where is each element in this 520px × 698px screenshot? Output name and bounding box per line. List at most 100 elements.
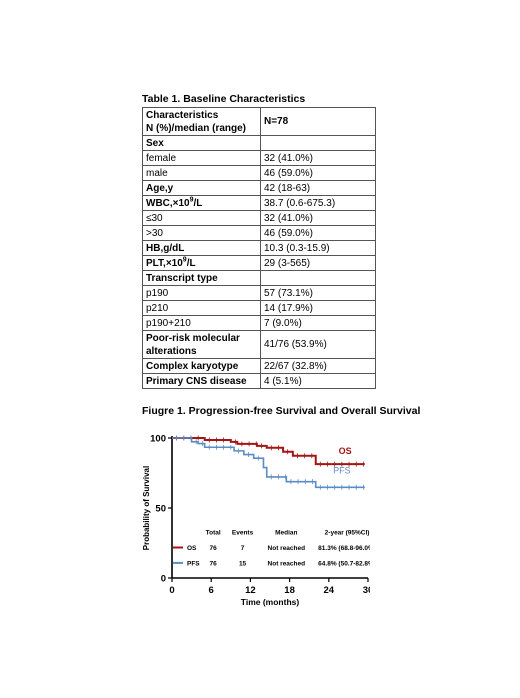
table-row: female 32 (41.0%) <box>142 150 376 166</box>
row-value: 14 (17.9%) <box>260 300 376 316</box>
legend-events: 7 <box>241 545 245 552</box>
row-label: p190 <box>142 285 261 301</box>
table-row: WBC,×109/L 38.7 (0.6-675.3) <box>142 195 376 211</box>
row-label-suffix: /L <box>186 257 196 269</box>
row-value: 10.3 (0.3-15.9) <box>260 240 376 256</box>
row-label-superscript: 9 <box>182 256 187 264</box>
row-label: >30 <box>142 225 261 241</box>
legend-header: Median <box>275 530 297 537</box>
row-value: 22/67 (32.8%) <box>260 358 376 374</box>
row-label-text: Poor-risk molecular alterations <box>146 332 240 357</box>
baseline-table: Characteristics N (%)/median (range) N=7… <box>142 107 376 389</box>
table-row: HB,g/dL 10.3 (0.3-15.9) <box>142 240 376 256</box>
row-value <box>260 135 376 151</box>
table-row: Age,y 42 (18-63) <box>142 180 376 196</box>
row-label-suffix: /L <box>193 197 203 209</box>
table-row: p210 14 (17.9%) <box>142 300 376 316</box>
series-line-os <box>172 437 365 466</box>
row-label: Transcript type <box>142 270 261 286</box>
row-label: PLT,×109/L <box>142 255 261 271</box>
row-value <box>260 270 376 286</box>
x-tick-label: 30 <box>363 585 370 596</box>
x-axis-label: Time (months) <box>241 597 300 607</box>
legend-events: 15 <box>239 560 247 567</box>
table-row: Complex karyotype 22/67 (32.8%) <box>142 358 376 374</box>
table-row: ≤30 32 (41.0%) <box>142 210 376 226</box>
row-label-text: Age,y <box>146 182 174 194</box>
header-line1: Characteristics <box>146 109 219 121</box>
row-label: male <box>142 165 261 181</box>
row-value: 46 (59.0%) <box>260 165 376 181</box>
legend-name: PFS <box>187 560 200 567</box>
y-axis-label: Probability of Survival <box>142 466 151 550</box>
row-value: 7 (9.0%) <box>260 315 376 331</box>
row-label: Complex karyotype <box>142 358 261 374</box>
table-row: Sex <box>142 135 376 151</box>
y-tick-label: 50 <box>155 504 166 515</box>
table-row: PLT,×109/L 29 (3-565) <box>142 255 376 271</box>
legend-ci: 64.8% (50.7-82.8%) <box>318 560 370 567</box>
legend-total: 76 <box>210 545 218 552</box>
row-label: female <box>142 150 261 166</box>
row-value: 29 (3-565) <box>260 255 376 271</box>
row-label-text: p190+210 <box>146 317 191 329</box>
legend-ci: 81.3% (68.8-96.0%) <box>318 545 370 552</box>
row-value: 38.7 (0.6-675.3) <box>260 195 376 211</box>
row-value: 41/76 (53.9%) <box>260 330 376 359</box>
header-n: N=78 <box>260 107 376 136</box>
row-label-text: >30 <box>146 227 163 239</box>
figure-title: Fiugre 1. Progression-free Survival and … <box>142 405 421 417</box>
legend-median: Not reached <box>268 545 306 552</box>
table-row: p190+210 7 (9.0%) <box>142 315 376 331</box>
header-line2: N (%)/median (range) <box>146 122 247 134</box>
row-label: Poor-risk molecular alterations <box>142 330 261 359</box>
survival-chart: 0 6 12 18 24 30 0 50 100 Time (months) Probability… <box>142 434 370 608</box>
row-label-text: male <box>146 167 168 179</box>
row-value: 42 (18-63) <box>260 180 376 196</box>
legend-median: Not reached <box>268 560 306 567</box>
row-value: 4 (5.1%) <box>260 373 376 389</box>
table-header-row: Characteristics N (%)/median (range) N=7… <box>142 107 376 136</box>
legend-header: Events <box>232 530 254 537</box>
row-label-text: Primary CNS disease <box>146 375 247 387</box>
row-label: ≤30 <box>142 210 261 226</box>
y-tick-label: 100 <box>150 434 166 445</box>
row-label: HB,g/dL <box>142 240 261 256</box>
row-label: Sex <box>142 135 261 151</box>
series-line-pfs <box>172 437 365 489</box>
x-tick-label: 12 <box>245 585 256 596</box>
x-tick-label: 18 <box>284 585 295 596</box>
table-row: >30 46 (59.0%) <box>142 225 376 241</box>
row-label: Primary CNS disease <box>142 373 261 389</box>
x-tick-label: 0 <box>169 585 174 596</box>
row-label: p210 <box>142 300 261 316</box>
row-label-text: Transcript type <box>146 272 218 284</box>
row-label-text: Complex karyotype <box>146 360 239 372</box>
table-row: p190 57 (73.1%) <box>142 285 376 301</box>
table-row: Poor-risk molecular alterations 41/76 (53… <box>142 330 376 359</box>
legend-name: OS <box>187 545 197 552</box>
row-label-text: ≤30 <box>146 212 163 224</box>
row-value: 46 (59.0%) <box>260 225 376 241</box>
legend-total: 76 <box>210 560 218 567</box>
row-label-text: WBC,×10 <box>146 197 190 209</box>
series-label-pfs: PFS <box>333 465 351 475</box>
table-row: Primary CNS disease 4 (5.1%) <box>142 373 376 389</box>
row-label-text: p190 <box>146 287 169 299</box>
row-label: p190+210 <box>142 315 261 331</box>
row-label-superscript: 9 <box>189 196 194 204</box>
row-value: 32 (41.0%) <box>260 150 376 166</box>
row-label-text: female <box>146 152 177 164</box>
legend-header: Total <box>206 530 221 537</box>
row-label-text: HB,g/dL <box>146 242 185 254</box>
row-value: 32 (41.0%) <box>260 210 376 226</box>
row-label-text: p210 <box>146 302 169 314</box>
table-row: male 46 (59.0%) <box>142 165 376 181</box>
table-row: Transcript type <box>142 270 376 286</box>
row-label: WBC,×109/L <box>142 195 261 211</box>
x-tick-label: 24 <box>324 585 335 596</box>
row-value: 57 (73.1%) <box>260 285 376 301</box>
row-label-text: PLT,×10 <box>146 257 183 269</box>
table-title: Table 1. Baseline Characteristics <box>142 93 306 105</box>
row-label-text: Sex <box>146 137 164 149</box>
